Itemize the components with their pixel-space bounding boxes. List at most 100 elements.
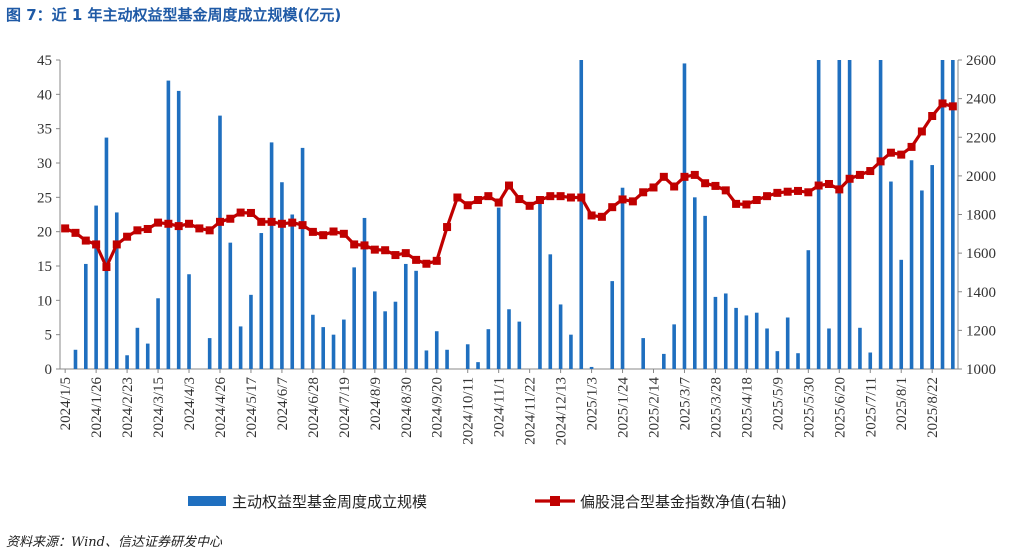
x-tick-label: 2025/3/28 — [708, 377, 724, 438]
line-point — [133, 226, 142, 235]
x-tick-label: 2024/4/3 — [182, 377, 198, 430]
bar — [269, 142, 274, 369]
x-tick-label: 2025/6/20 — [832, 377, 848, 438]
bar — [878, 60, 883, 369]
line-point — [443, 223, 452, 232]
line-point — [659, 172, 668, 181]
x-tick-label: 2025/8/1 — [894, 377, 910, 430]
line-point — [855, 170, 864, 179]
x-tick-label: 2024/8/30 — [399, 377, 415, 438]
line-point — [670, 182, 679, 191]
x-tick-label: 2025/1/24 — [616, 377, 632, 438]
x-tick-label: 2024/4/26 — [213, 377, 229, 438]
chart-legend: 主动权益型基金周度成立规模 偏股混合型基金指数净值(右轴) — [188, 493, 787, 511]
bar — [692, 197, 697, 369]
y-left-tick-label: 10 — [37, 293, 52, 309]
y-right-tick-label: 2400 — [966, 92, 996, 108]
y-left-tick-label: 15 — [37, 259, 52, 275]
line-point — [236, 208, 245, 217]
x-tick-label: 2024/5/17 — [244, 377, 260, 438]
chart-title: 图 7：近 1 年主动权益型基金周度成立规模(亿元) — [6, 6, 342, 24]
line-point — [649, 183, 658, 192]
line-point — [515, 195, 524, 204]
line-point — [463, 201, 472, 210]
x-tick-label: 2024/1/5 — [58, 377, 74, 430]
bar — [765, 328, 769, 369]
x-tick-label: 2025/7/11 — [863, 377, 879, 437]
x-tick-label: 2024/8/9 — [368, 377, 384, 430]
y-left-tick-label: 5 — [45, 328, 53, 344]
bar — [290, 214, 295, 369]
bar — [589, 366, 594, 369]
bar — [403, 263, 408, 369]
bar — [207, 338, 212, 369]
line-point — [721, 186, 730, 195]
y-left-tick-label: 0 — [45, 362, 53, 378]
line-point — [484, 192, 493, 201]
x-tick-label: 2025/5/30 — [801, 377, 817, 438]
bar — [775, 351, 780, 369]
bar — [228, 242, 233, 369]
x-tick-label: 2024/1/26 — [89, 377, 105, 438]
bar — [84, 263, 88, 369]
line-point — [690, 170, 699, 179]
bar — [362, 217, 367, 369]
y-left-tick-label: 45 — [37, 53, 52, 69]
bar — [837, 60, 842, 369]
line-point — [711, 181, 720, 190]
bar — [342, 319, 346, 369]
x-tick-label: 2025/8/22 — [925, 377, 941, 438]
line-point — [174, 222, 183, 231]
bar — [424, 350, 429, 369]
bar — [393, 301, 398, 369]
bar — [940, 60, 945, 369]
bar — [909, 160, 914, 369]
bar — [734, 307, 738, 369]
bar — [280, 182, 284, 369]
line-point — [845, 174, 854, 183]
bar — [796, 353, 800, 369]
bar — [672, 324, 676, 369]
y-right-tick-label: 2200 — [966, 130, 996, 146]
bar — [569, 334, 573, 369]
y-left-tick-label: 35 — [37, 122, 52, 138]
bar — [187, 274, 191, 369]
bar — [311, 314, 315, 369]
line-point — [81, 236, 90, 245]
bar — [558, 304, 563, 369]
bar — [321, 327, 326, 369]
line-point — [783, 187, 792, 196]
legend-line-marker — [550, 496, 560, 506]
x-tick-label: 2024/10/11 — [461, 377, 477, 445]
bar — [156, 298, 160, 369]
y-right-tick-label: 1800 — [966, 208, 996, 224]
bar — [249, 294, 253, 369]
x-tick-label: 2024/7/19 — [337, 377, 353, 438]
line-point — [350, 240, 359, 249]
bar — [238, 326, 243, 369]
line-point — [587, 211, 596, 220]
line-point — [597, 212, 606, 221]
bar — [125, 355, 129, 369]
x-tick-label: 2024/3/15 — [151, 377, 167, 438]
line-point — [205, 226, 214, 235]
bar — [744, 315, 749, 369]
line-point — [195, 224, 204, 233]
line-point — [742, 200, 751, 209]
y-right-tick-label: 1200 — [966, 323, 996, 339]
bar — [94, 205, 98, 369]
line-series — [61, 99, 957, 272]
y-right-tick-label: 2000 — [966, 169, 996, 185]
bar — [218, 115, 222, 370]
line-point — [886, 148, 895, 157]
line-point — [577, 193, 586, 202]
line-point — [370, 245, 379, 254]
line-point — [319, 231, 328, 240]
y-right-tick-label: 1400 — [966, 285, 996, 301]
line-point — [381, 246, 390, 255]
line-point — [628, 197, 637, 206]
line-point — [773, 188, 782, 197]
bar — [610, 281, 615, 369]
line-point — [246, 208, 255, 217]
bar — [858, 327, 862, 369]
